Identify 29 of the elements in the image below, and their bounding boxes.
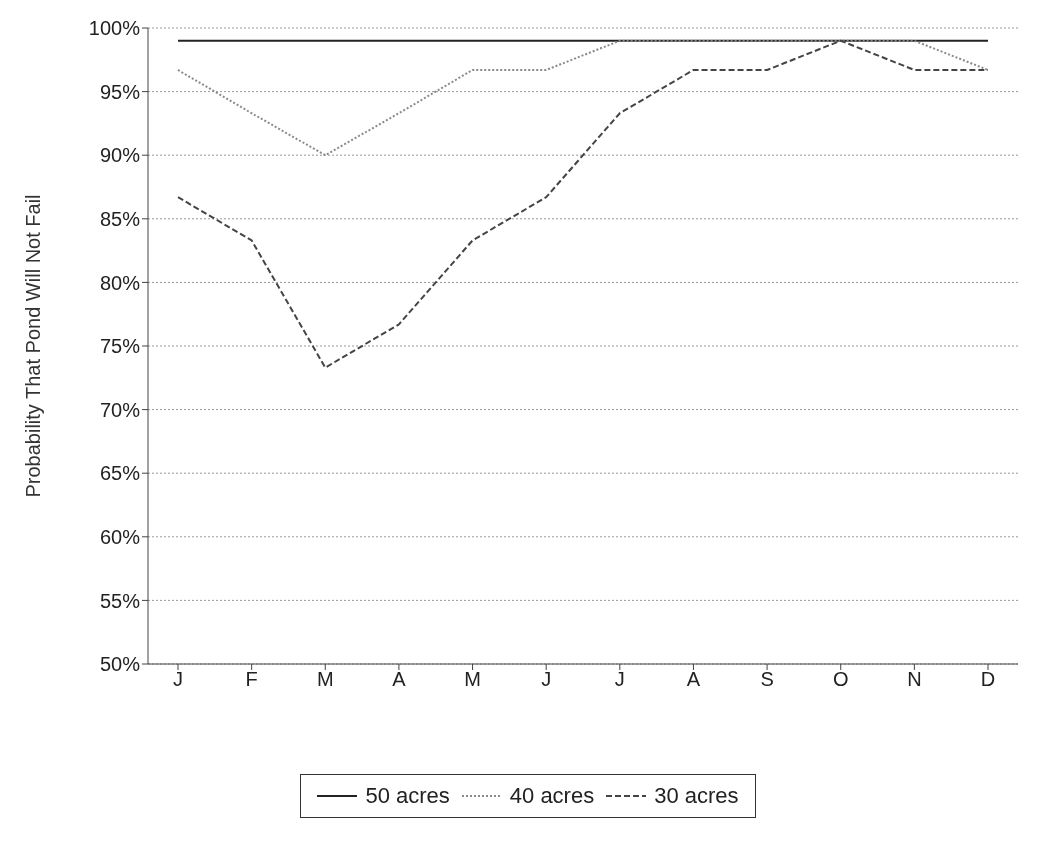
y-tick-label: 50% (99, 653, 141, 676)
y-tick-label: 75% (99, 335, 141, 358)
x-tick-label: O (832, 668, 849, 691)
x-tick-label: M (316, 668, 334, 691)
x-tick-label: S (760, 668, 774, 691)
x-tick-label: M (464, 668, 481, 691)
line-series (177, 39, 989, 369)
legend-label: 50 acres (364, 783, 450, 809)
y-tick-label: 55% (99, 589, 141, 612)
legend-label: 30 acres (653, 783, 739, 809)
x-tick-label: J (614, 668, 625, 691)
legend-label: 40 acres (508, 783, 595, 809)
x-tick-label: D (980, 668, 996, 691)
x-tick-label: A (686, 668, 701, 691)
y-tick-label: 80% (99, 271, 141, 294)
x-tick-label: J (541, 668, 552, 691)
x-tick-label: A (392, 668, 407, 691)
y-tick-label: 90% (99, 144, 141, 167)
x-tick-label: J (173, 668, 183, 691)
line-series (177, 39, 989, 157)
y-tick-label: 95% (99, 80, 141, 103)
y-axis-title: Probability That Pond Will Not Fail (22, 194, 45, 498)
y-tick-label: 65% (99, 462, 141, 485)
y-tick-label: 85% (99, 207, 141, 230)
x-tick-label: F (245, 668, 258, 691)
y-tick-label: 60% (99, 525, 141, 548)
y-tick-label: 100% (88, 17, 141, 40)
x-tick-label: N (907, 668, 922, 691)
y-tick-label: 70% (99, 398, 141, 421)
